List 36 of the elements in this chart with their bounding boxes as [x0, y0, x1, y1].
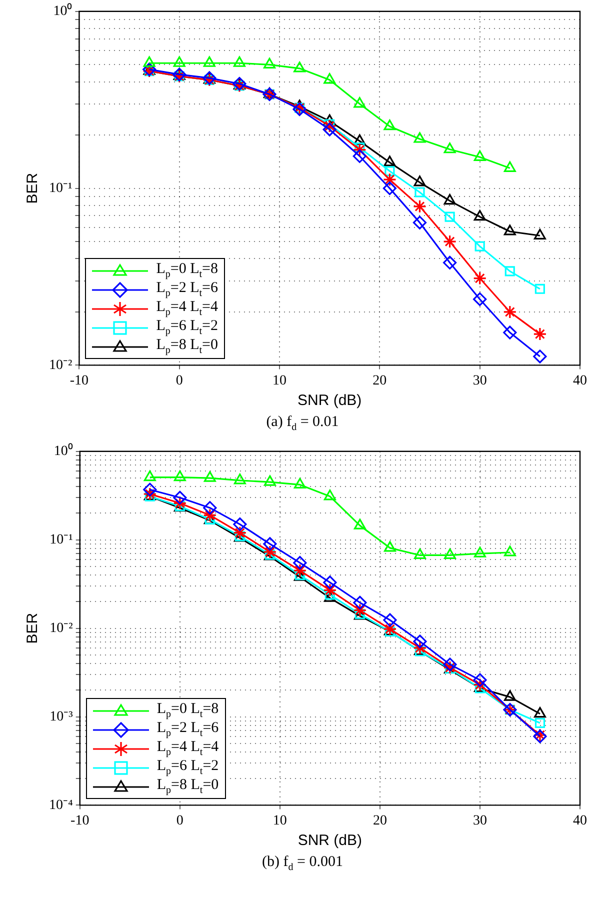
- x-tick-label: 10: [272, 813, 287, 828]
- x-tick-label: 10: [272, 373, 287, 388]
- y-tick-label: 10⁻³: [50, 709, 73, 724]
- x-tick-label: 0: [176, 813, 184, 828]
- x-tick-label: -10: [70, 813, 90, 828]
- y-axis-title: BER: [24, 172, 42, 204]
- legend-label: L$_{p}$=0 L$_{t}$=8: [156, 261, 218, 280]
- legend-label: L$_{p}$=4 L$_{t}$=4: [156, 739, 219, 758]
- legend-label: L$_{p}$=2 L$_{t}$=6: [156, 280, 218, 300]
- legend-label: L$_{p}$=8 L$_{t}$=0: [156, 777, 219, 796]
- x-tick-label: -10: [70, 373, 89, 388]
- legend-label: L$_{p}$=4 L$_{t}$=4: [156, 299, 218, 318]
- x-tick-label: 30: [472, 373, 487, 388]
- y-tick-label: 10⁻²: [50, 620, 73, 636]
- x-tick-label: 40: [573, 813, 587, 828]
- x-axis-title: SNR (dB): [298, 832, 362, 850]
- legend-label: L$_{p}$=2 L$_{t}$=6: [156, 720, 219, 740]
- y-axis-title: BER: [24, 612, 42, 644]
- legend-label: L$_{p}$=0 L$_{t}$=8: [156, 701, 219, 720]
- y-tick-label: 10⁻⁴: [48, 798, 73, 813]
- legend-label: L$_{p}$=8 L$_{t}$=0: [156, 337, 218, 356]
- y-tick-label: 10⁰: [53, 3, 72, 20]
- x-tick-label: 0: [176, 373, 183, 388]
- y-tick-label: 10⁻²: [48, 358, 72, 373]
- y-tick-label: 10⁻¹: [48, 180, 72, 196]
- legend-label: L$_{p}$=6 L$_{t}$=2: [156, 758, 219, 778]
- x-axis-title: SNR (dB): [298, 392, 362, 410]
- text: (b) f$_{d}$ = 0.001: [261, 853, 344, 875]
- y-tick-label: 10⁻¹: [50, 532, 73, 548]
- legend-label: L$_{p}$=6 L$_{t}$=2: [156, 318, 218, 338]
- y-tick-label: 10⁰: [54, 443, 73, 460]
- x-tick-label: 30: [472, 813, 487, 828]
- x-tick-label: 20: [372, 813, 387, 828]
- x-tick-label: 40: [573, 373, 587, 388]
- x-tick-label: 20: [372, 373, 387, 388]
- text: (a) f$_{d}$ = 0.01: [265, 413, 340, 435]
